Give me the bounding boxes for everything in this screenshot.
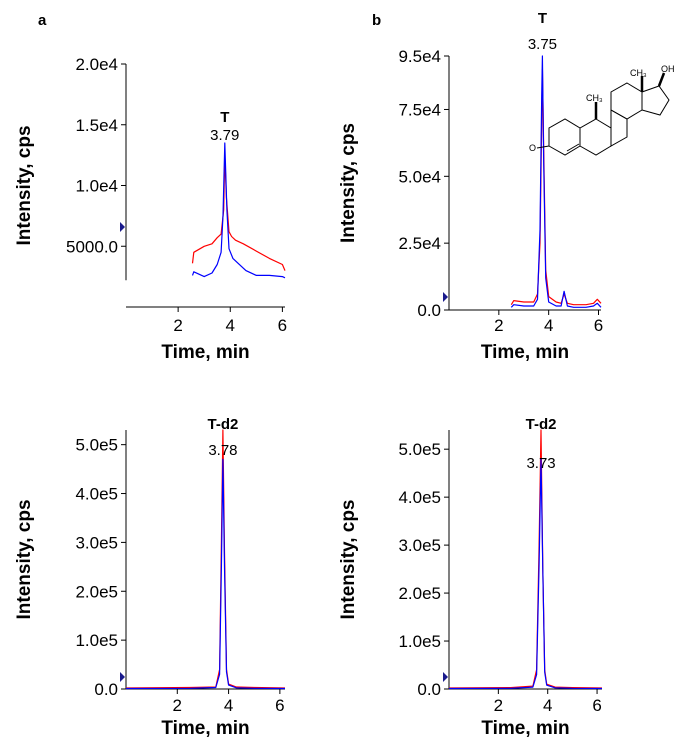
x-axis-title: Time, min [481,718,569,739]
y-tick-label: 2.0e5 [398,584,441,603]
x-tick-label: 2 [494,316,503,335]
series-line-1 [125,429,286,689]
ring-c [610,82,643,120]
series-line-2 [125,458,286,690]
ring-b [579,118,612,156]
baseline-marker [443,672,448,682]
baseline-marker [443,292,448,302]
y-tick-label: 4.0e5 [75,485,118,504]
baseline-marker [120,222,125,232]
y-tick-label: 2.5e4 [398,234,441,253]
y-tick-label: 1.0e5 [75,631,118,650]
y-tick-label: 0.0 [94,680,118,699]
methyl-label-c10: CH₃ [586,93,603,103]
x-tick-label: 2 [173,316,182,335]
peak-name-label: T [220,109,229,126]
x-tick-label: 4 [543,696,552,715]
y-tick-label: 3.0e5 [75,533,118,552]
y-axis-title: Intensity, cps [338,499,359,619]
baseline-marker [120,672,125,682]
ketone-label: O [529,143,536,153]
peak-retention-time-label: 3.73 [526,455,555,472]
x-axis-title: Time, min [481,342,569,363]
ring-a [548,118,581,156]
chart-a-bottom: 0.0 1.0e5 2.0e5 3.0e5 4.0e5 5.0e5 2 4 6 Time, min… [14,416,286,739]
x-tick-label: 6 [594,316,603,335]
y-tick-label: 2.0e5 [75,582,118,601]
series-line-2 [510,55,602,308]
y-tick-label: 5.0e5 [398,440,441,459]
chart-b-top: 0.0 2.5e4 5.0e4 7.5e4 9.5e4 2 4 6 Time, min Inten… [338,10,603,363]
series-line-2 [448,458,603,690]
x-tick-label: 2 [173,696,182,715]
peak-name-label: T-d2 [208,416,239,433]
peak-name-label: T [538,10,547,27]
chart-b-bottom: 0.0 1.0e5 2.0e5 3.0e5 4.0e5 5.0e5 2 4 6 Time, min… [338,416,603,739]
peak-retention-time-label: 3.78 [208,442,237,459]
series-line-1 [510,68,602,306]
peak-retention-time-label: 3.79 [210,127,239,144]
methyl-label-c13: CH₃ [630,68,647,78]
x-tick-label: 2 [494,696,503,715]
y-tick-label: 1.0e5 [398,632,441,651]
y-tick-label: 0.0 [417,301,441,320]
peak-name-label: T-d2 [526,416,557,433]
x-tick-label: 6 [275,696,284,715]
chart-a-top: 5000.0 1.0e4 1.5e4 2.0e4 2 4 6 Time, min Intensi… [14,55,287,363]
x-axis-title: Time, min [161,718,249,739]
ring-c-link [610,109,628,147]
ketone-bond [536,145,550,149]
panel-letter-b: b [372,12,381,29]
x-tick-label: 4 [226,316,235,335]
x-axis-title: Time, min [161,342,249,363]
series-line-1 [191,154,286,271]
plots-container: 5000.0 1.0e4 1.5e4 2.0e4 2 4 6 Time, min Intensi… [14,10,603,739]
y-tick-label: 5.0e5 [75,436,118,455]
double-bond [566,143,580,152]
y-tick-label: 5000.0 [66,237,118,256]
y-tick-label: 7.5e4 [398,100,441,119]
x-tick-label: 6 [278,316,287,335]
y-axis-title: Intensity, cps [14,125,35,245]
y-tick-label: 3.0e5 [398,536,441,555]
y-tick-label: 9.5e4 [398,47,441,66]
testosterone-structure [536,72,670,156]
x-tick-label: 4 [224,696,233,715]
y-tick-label: 1.5e4 [75,116,118,135]
y-tick-label: 4.0e5 [398,488,441,507]
y-tick-label: 2.0e4 [75,55,118,74]
y-axis-title: Intensity, cps [14,499,35,619]
hydroxyl-bond [657,72,666,87]
y-axis-title: Intensity, cps [338,123,359,243]
x-tick-label: 6 [592,696,601,715]
peak-retention-time-label: 3.75 [528,36,557,53]
series-line-2 [191,142,286,279]
x-tick-label: 4 [544,316,553,335]
ring-d [641,85,670,116]
y-tick-label: 5.0e4 [398,167,441,186]
y-tick-label: 0.0 [417,680,441,699]
panel-letter-a: a [38,12,47,29]
hydroxyl-label: OH [661,64,675,74]
y-tick-label: 1.0e4 [75,177,118,196]
